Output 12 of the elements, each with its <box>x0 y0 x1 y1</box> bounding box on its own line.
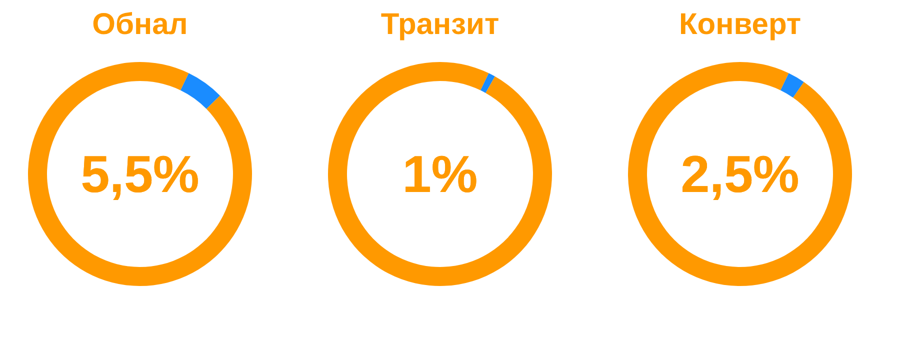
chart-title: Конверт <box>678 8 802 41</box>
text: 5,5% <box>80 146 200 204</box>
chart-title: Обнал <box>92 8 188 41</box>
donut-slice <box>180 73 220 109</box>
chart-title: Транзит <box>380 8 500 41</box>
donut-slice <box>328 62 552 286</box>
text: 1% <box>402 146 478 204</box>
donut-slice <box>480 73 495 93</box>
text: 2,5% <box>680 146 800 204</box>
donut-slice <box>28 62 252 286</box>
donut-slice <box>780 73 804 98</box>
donut-slice <box>628 62 852 286</box>
